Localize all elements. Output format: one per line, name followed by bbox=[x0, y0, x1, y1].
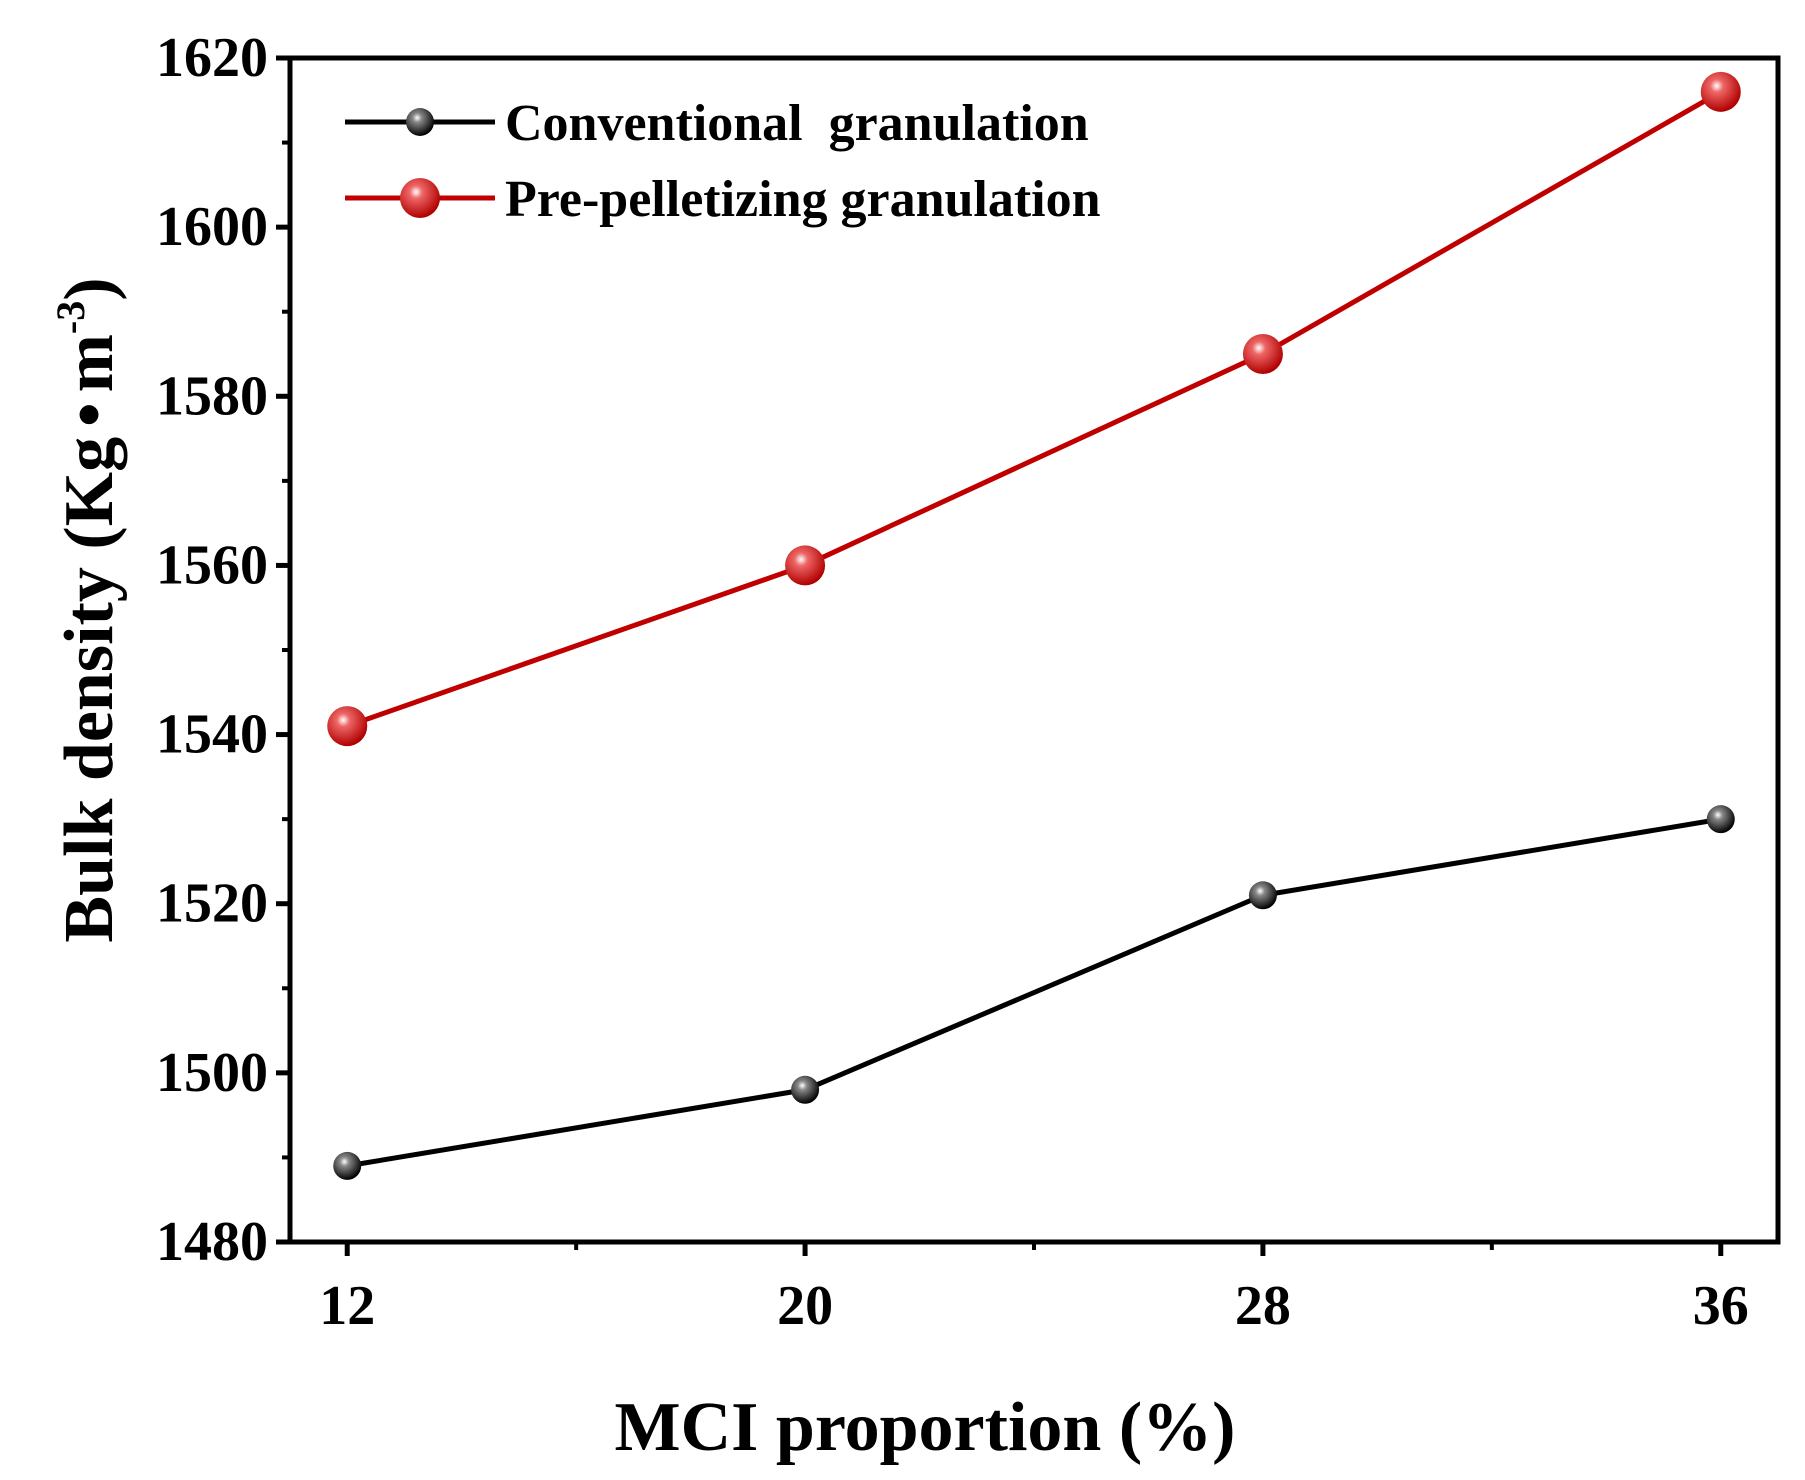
series-line-1 bbox=[346, 816, 1722, 1169]
y-tick-label: 1540 bbox=[156, 704, 268, 766]
legend-marker-1 bbox=[406, 108, 434, 136]
legend: Conventional granulation Pre-pelletizing … bbox=[345, 95, 1101, 228]
series-1-point bbox=[1248, 881, 1277, 910]
series-1-point bbox=[1706, 805, 1735, 834]
y-tick-label: 1480 bbox=[156, 1211, 268, 1273]
y-tick-label: 1620 bbox=[156, 27, 268, 89]
y-tick-label: 1560 bbox=[156, 534, 268, 596]
series-1-point bbox=[791, 1075, 820, 1104]
x-tick-label: 28 bbox=[1235, 1275, 1291, 1337]
y-axis-title: Bulk density (Kg • m-3) bbox=[48, 277, 128, 942]
legend-label-1: Conventional granulation bbox=[505, 95, 1089, 152]
y-tick-label: 1600 bbox=[156, 196, 268, 258]
series-2-point bbox=[785, 545, 826, 586]
series-line-2 bbox=[346, 89, 1723, 729]
axes-layer: 1480 1500 1520 1540 1560 1580 1600 1620 12 20 28 36 bbox=[156, 27, 1781, 1337]
series-2-point bbox=[327, 706, 368, 747]
legend-label-2: Pre-pelletizing granulation bbox=[505, 171, 1101, 228]
x-tick-label: 12 bbox=[319, 1275, 375, 1337]
series-2-point bbox=[1242, 334, 1283, 374]
y-tick-label: 1500 bbox=[156, 1042, 268, 1104]
y-axis-title-dot: • bbox=[51, 402, 128, 427]
y-axis-title-sup: -3 bbox=[48, 301, 93, 334]
x-tick-label: 36 bbox=[1693, 1275, 1749, 1337]
series-2-point bbox=[1700, 71, 1741, 112]
y-tick-label: 1580 bbox=[156, 365, 268, 427]
y-axis-title-close: ) bbox=[51, 277, 128, 300]
plot-frame bbox=[287, 55, 1781, 1245]
y-axis-title-main: Bulk density (Kg bbox=[51, 437, 128, 943]
x-axis-title: MCI proportion (%) bbox=[615, 1389, 1236, 1466]
y-axis-title-unit: m bbox=[51, 334, 128, 392]
series-1-point bbox=[333, 1151, 362, 1180]
legend-marker-2 bbox=[400, 178, 440, 218]
y-tick-label: 1520 bbox=[156, 873, 268, 935]
series-layer bbox=[327, 71, 1741, 1180]
x-tick-label: 20 bbox=[777, 1275, 833, 1337]
